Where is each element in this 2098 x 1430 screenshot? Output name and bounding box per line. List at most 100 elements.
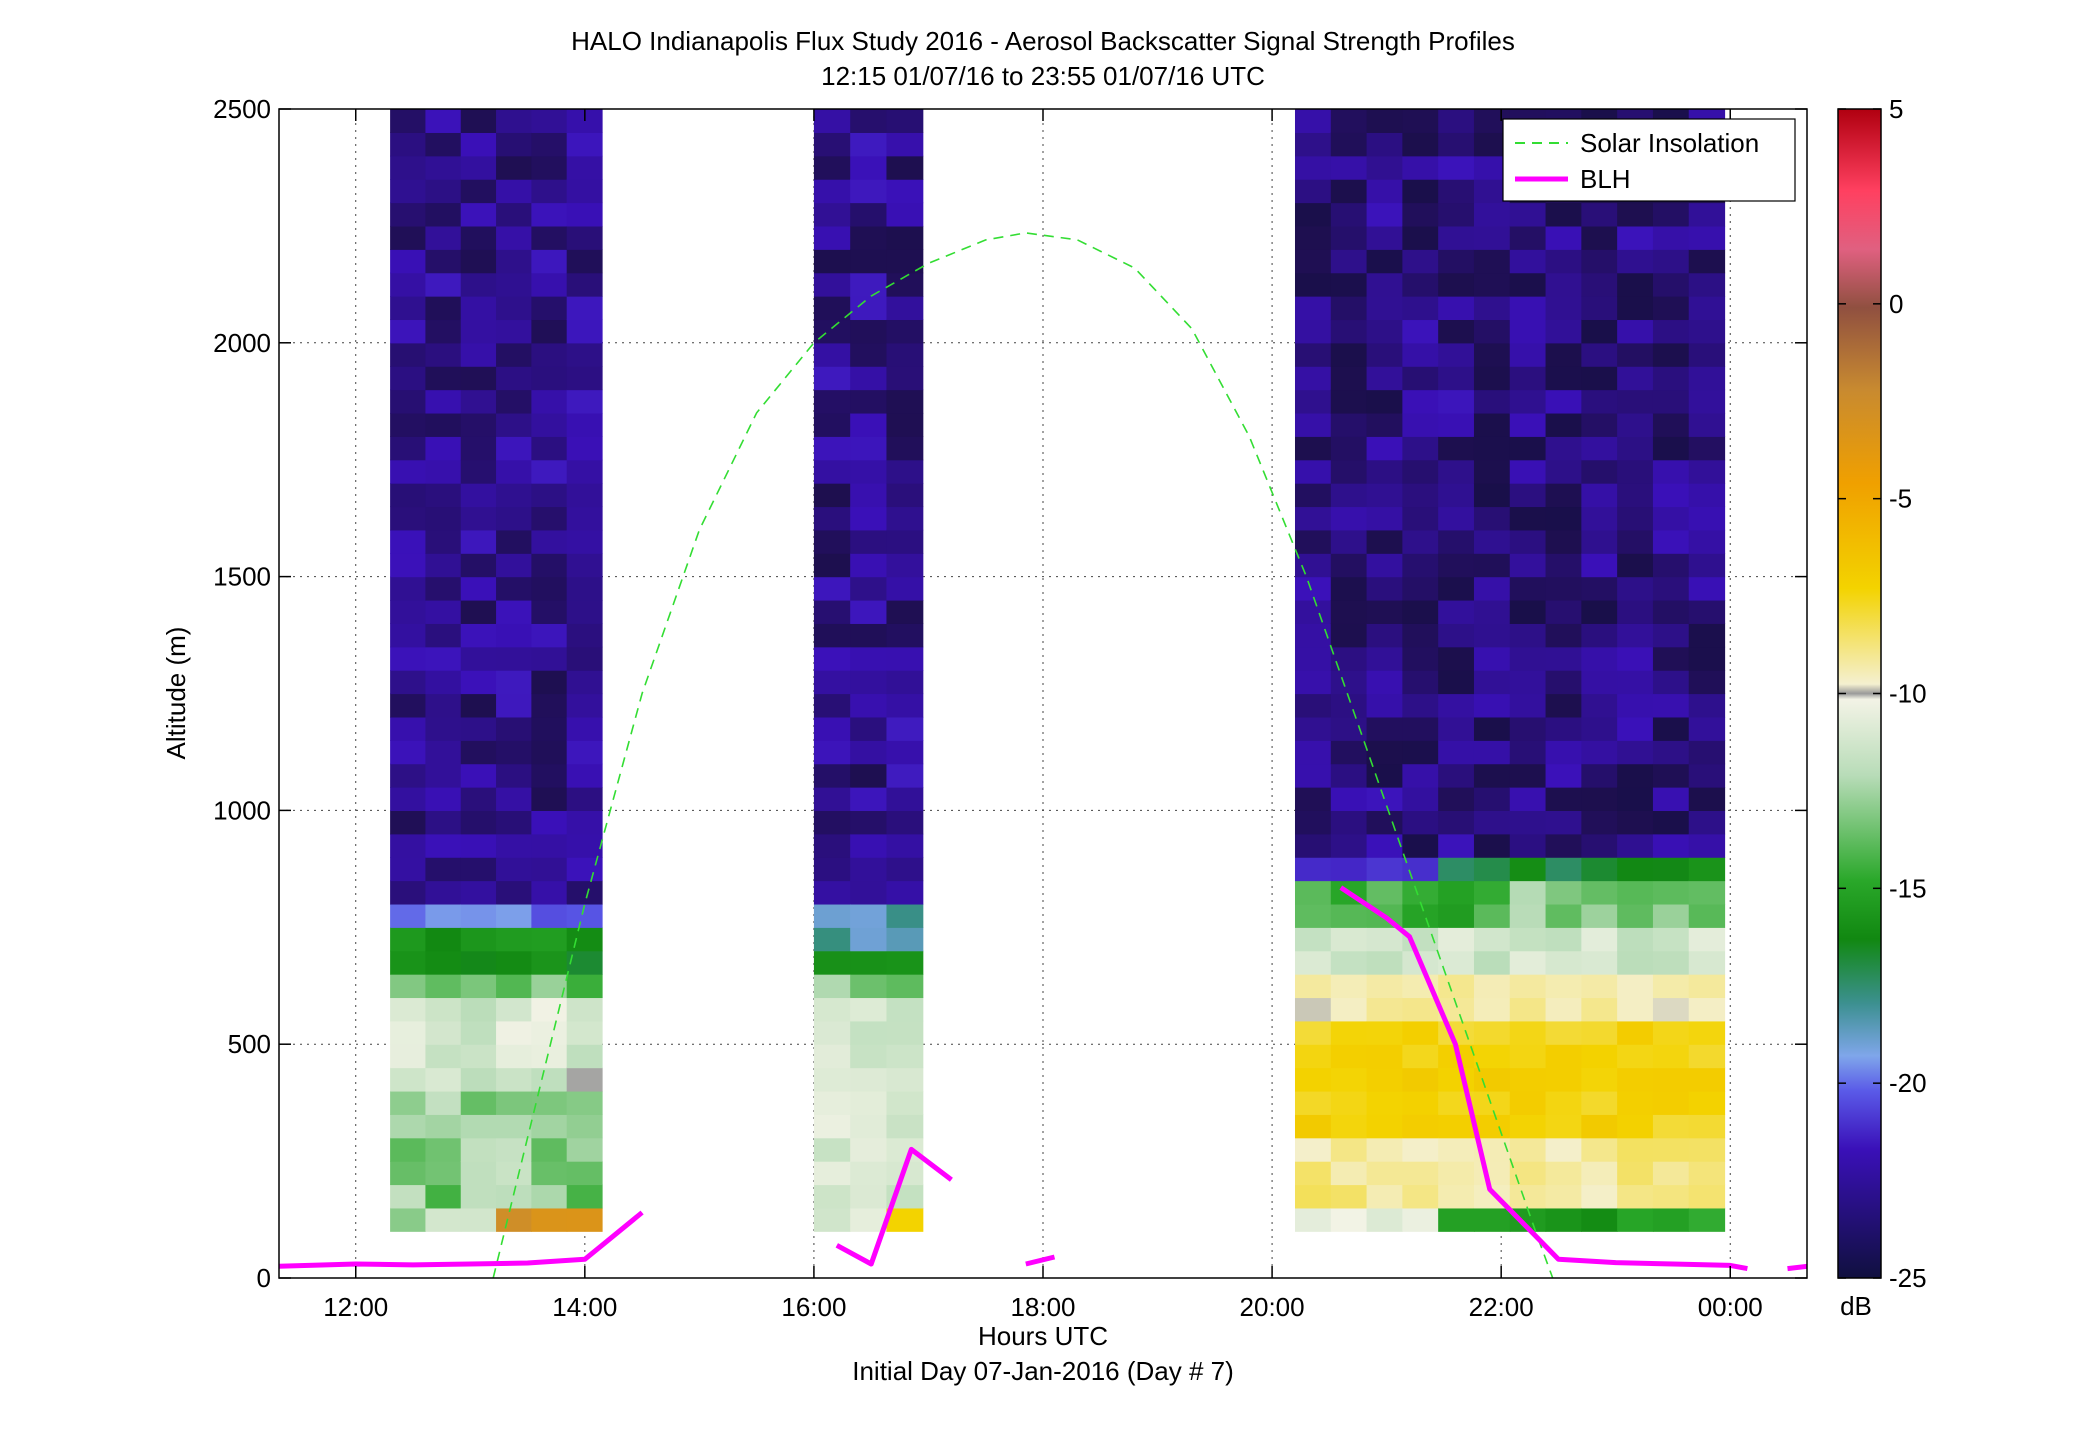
heatmap-cell xyxy=(531,179,568,204)
heatmap-cell xyxy=(1366,506,1403,531)
heatmap-cell xyxy=(886,693,924,718)
heatmap-cell xyxy=(1688,529,1726,554)
heatmap-cell xyxy=(1294,1090,1332,1115)
heatmap-cell xyxy=(1294,272,1332,297)
heatmap-cell xyxy=(1438,1184,1475,1209)
heatmap-cell xyxy=(1545,997,1582,1022)
heatmap-cell xyxy=(1402,623,1439,648)
heatmap-cell xyxy=(425,670,462,695)
heatmap-cell xyxy=(531,272,568,297)
heatmap-cell xyxy=(886,1044,924,1069)
heatmap-cell xyxy=(1438,389,1475,414)
heatmap-cell xyxy=(1438,553,1475,578)
y-axis-label: Altitude (m) xyxy=(161,627,191,760)
heatmap-cell xyxy=(531,529,568,554)
heatmap-cell xyxy=(1509,412,1547,437)
heatmap-cell xyxy=(496,483,532,508)
heatmap-cell xyxy=(850,1090,888,1115)
heatmap-cell xyxy=(1581,1207,1618,1232)
heatmap-cell xyxy=(850,272,888,297)
heatmap-cell xyxy=(886,506,924,531)
heatmap-cell xyxy=(1402,249,1439,274)
heatmap-cell xyxy=(886,296,924,321)
heatmap-cell xyxy=(1330,249,1368,274)
heatmap-cell xyxy=(1473,155,1511,180)
heatmap-cell xyxy=(1294,950,1332,975)
heatmap-cell xyxy=(460,296,497,321)
heatmap xyxy=(390,109,1726,1232)
heatmap-cell xyxy=(813,974,851,999)
heatmap-cell xyxy=(496,436,532,461)
heatmap-cell xyxy=(1509,202,1547,227)
heatmap-cell xyxy=(886,576,924,601)
heatmap-cell xyxy=(1688,436,1726,461)
heatmap-cell xyxy=(1652,693,1690,718)
heatmap-cell xyxy=(566,1067,603,1092)
x-tick-label: 12:00 xyxy=(323,1292,388,1322)
heatmap-cell xyxy=(566,833,603,858)
heatmap-cell xyxy=(390,412,427,437)
heatmap-cell xyxy=(1617,927,1654,952)
heatmap-cell xyxy=(1438,529,1475,554)
heatmap-cell xyxy=(460,1207,497,1232)
heatmap-cell xyxy=(460,1114,497,1139)
heatmap-cell xyxy=(390,576,427,601)
heatmap-cell xyxy=(1438,670,1475,695)
heatmap-cell xyxy=(1438,1067,1475,1092)
heatmap-cell xyxy=(425,646,462,671)
heatmap-cell xyxy=(1688,272,1726,297)
heatmap-cell xyxy=(813,342,851,367)
heatmap-cell xyxy=(460,810,497,835)
heatmap-cell xyxy=(1509,319,1547,344)
heatmap-cell xyxy=(850,716,888,741)
heatmap-cell xyxy=(1294,1044,1332,1069)
heatmap-cell xyxy=(390,623,427,648)
heatmap-cell xyxy=(850,880,888,905)
heatmap-cell xyxy=(496,272,532,297)
heatmap-cell xyxy=(886,740,924,765)
heatmap-cell xyxy=(1581,342,1618,367)
heatmap-cell xyxy=(1330,179,1368,204)
heatmap-cell xyxy=(1366,1184,1403,1209)
heatmap-cell xyxy=(1294,132,1332,157)
heatmap-cell xyxy=(1366,319,1403,344)
heatmap-cell xyxy=(1617,693,1654,718)
heatmap-cell xyxy=(886,529,924,554)
heatmap-cell xyxy=(1652,483,1690,508)
heatmap-cell xyxy=(1438,974,1475,999)
heatmap-cell xyxy=(1688,1067,1726,1092)
heatmap-cell xyxy=(1688,950,1726,975)
heatmap-cell xyxy=(1330,225,1368,250)
heatmap-cell xyxy=(496,670,532,695)
heatmap-cell xyxy=(1581,389,1618,414)
heatmap-cell xyxy=(1652,319,1690,344)
heatmap-cell xyxy=(1509,997,1547,1022)
heatmap-cell xyxy=(496,249,532,274)
heatmap-cell xyxy=(1581,319,1618,344)
heatmap-cell xyxy=(390,109,427,133)
heatmap-cell xyxy=(1509,763,1547,788)
heatmap-cell xyxy=(1509,787,1547,811)
heatmap-cell xyxy=(1545,1161,1582,1186)
heatmap-cell xyxy=(566,179,603,204)
heatmap-cell xyxy=(531,950,568,975)
heatmap-cell xyxy=(425,296,462,321)
heatmap-cell xyxy=(1330,389,1368,414)
heatmap-cell xyxy=(425,389,462,414)
heatmap-cell xyxy=(1438,787,1475,811)
heatmap-cell xyxy=(1438,927,1475,952)
heatmap-cell xyxy=(1366,1137,1403,1162)
heatmap-cell xyxy=(1473,763,1511,788)
heatmap-cell xyxy=(1509,483,1547,508)
heatmap-cell xyxy=(425,763,462,788)
y-tick-label: 1000 xyxy=(213,795,271,825)
heatmap-cell xyxy=(1402,459,1439,484)
heatmap-cell xyxy=(886,225,924,250)
x-axis-sublabel: Initial Day 07-Jan-2016 (Day # 7) xyxy=(852,1356,1234,1386)
heatmap-cell xyxy=(531,506,568,531)
heatmap-cell xyxy=(1294,857,1332,882)
heatmap-cell xyxy=(531,436,568,461)
x-tick-label: 22:00 xyxy=(1469,1292,1534,1322)
heatmap-cell xyxy=(496,787,532,811)
